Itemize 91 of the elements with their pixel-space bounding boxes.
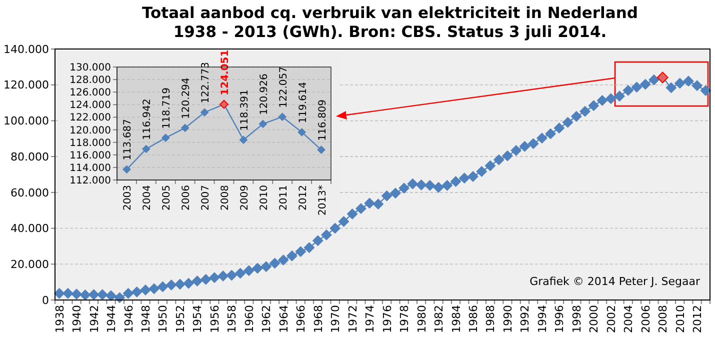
x-tick-label: 2002 [604, 305, 618, 333]
data-label: 116.942 [142, 98, 154, 140]
point [220, 100, 228, 109]
x-tick-label: 1964 [277, 305, 290, 333]
x-tick-label: 1982 [432, 305, 446, 333]
x-tick-label: 1992 [518, 305, 532, 333]
y-tick-label: 120.000 [70, 125, 111, 136]
point [122, 165, 131, 174]
x-tick-label: 2005 [162, 185, 173, 210]
data-label: 122.773 [200, 62, 212, 104]
x-tick-label: 1954 [191, 305, 204, 333]
x-tick-label: 2003 [122, 185, 134, 210]
x-tick-label: 2009 [239, 185, 250, 210]
y-tick-label: 80.000 [10, 150, 49, 164]
y-tick-label: 60.000 [10, 186, 49, 200]
x-tick-label: 2008 [656, 305, 670, 333]
point [142, 144, 150, 154]
y-tick-label: 128.000 [70, 75, 111, 86]
x-tick-label: 1950 [156, 305, 170, 333]
y-tick-label: 130.000 [70, 62, 111, 74]
data-label: 119.614 [298, 82, 309, 124]
point [278, 112, 287, 122]
x-tick-label: 1976 [380, 305, 394, 333]
x-tick-label: 2006 [181, 185, 192, 210]
x-tick-label: 1986 [466, 305, 480, 333]
x-tick-label: 1988 [484, 305, 498, 333]
data-label: 122.057 [278, 66, 290, 108]
data-label: 113.687 [122, 119, 134, 160]
data-label: 120.926 [258, 74, 270, 115]
annotation: Grafiek © 2014 Peter J. Segaar [530, 275, 700, 288]
x-tick-label: 1980 [415, 305, 428, 333]
x-tick-label: 1938 [53, 305, 66, 333]
x-tick-label: 1958 [226, 305, 239, 333]
x-tick-label: 1944 [105, 305, 118, 333]
x-tick-label: 1962 [260, 305, 274, 333]
x-tick-label: 1974 [364, 305, 377, 333]
x-tick-label: 1966 [294, 305, 308, 333]
x-tick-label: 2000 [588, 305, 601, 333]
x-tick-label: 2011 [278, 185, 290, 210]
x-tick-label: 1946 [122, 305, 136, 333]
y-tick-label: 116.000 [70, 150, 111, 162]
x-tick-label: 1990 [501, 305, 514, 333]
data-label: 124.051 [220, 50, 231, 96]
y-tick-label: 124.000 [70, 100, 111, 112]
point [161, 134, 170, 142]
x-tick-label: 1960 [242, 305, 256, 333]
point [180, 124, 190, 132]
data-label: 118.719 [162, 87, 173, 129]
x-tick-label: 1956 [208, 305, 222, 333]
x-tick-label: 2007 [200, 185, 212, 210]
point [258, 120, 268, 128]
x-tick-label: 1952 [174, 305, 187, 333]
x-tick-label: 2004 [142, 185, 154, 210]
y-tick-label: 140.000 [4, 42, 49, 56]
data-label: 116.809 [317, 99, 328, 141]
y-tick-label: 40.000 [10, 222, 49, 236]
point [200, 108, 209, 117]
y-tick-label: 100.000 [4, 114, 49, 128]
x-tick-label: 1942 [88, 305, 101, 333]
chart-title: Totaal aanbod cq. verbruik van elektriciteit in Nederland 1938 - 2013 (GWh). Bron: CBS. Status 3 juli 2014. [142, 4, 638, 41]
y-tick-label: 120.000 [4, 78, 49, 92]
y-tick-label: 0 [42, 294, 49, 307]
point [298, 128, 306, 136]
x-tick-label: 1996 [553, 305, 566, 333]
y-tick-label: 114.000 [70, 162, 111, 174]
y-tick-label: 20.000 [10, 258, 49, 271]
x-tick-label: 1978 [398, 305, 412, 333]
point [239, 136, 248, 144]
x-tick-label: 2008 [220, 185, 231, 210]
x-tick-label: 2010 [258, 185, 270, 210]
x-tick-label: 2010 [674, 305, 687, 333]
x-tick-label: 1948 [139, 305, 152, 333]
x-tick-label: 2004 [622, 305, 636, 333]
x-tick-label: 2012 [298, 185, 309, 210]
x-tick-label: 1940 [70, 305, 84, 333]
data-label: 118.391 [239, 90, 250, 131]
x-tick-label: 1994 [536, 305, 549, 333]
x-tick-label: 2013* [317, 185, 328, 216]
data-label: 120.294 [181, 78, 192, 119]
x-tick-label: 2012 [691, 305, 704, 333]
x-tick-label: 2006 [639, 305, 652, 333]
x-tick-label: 1998 [570, 305, 584, 333]
y-tick-label: 126.000 [70, 88, 111, 99]
x-tick-label: 1984 [450, 305, 463, 333]
x-tick-label: 1972 [346, 305, 360, 333]
y-tick-label: 118.000 [70, 138, 111, 149]
x-tick-label: 1968 [312, 305, 325, 333]
y-tick-label: 112.000 [70, 176, 111, 186]
x-tick-label: 1970 [329, 305, 342, 333]
point [317, 146, 326, 154]
y-tick-label: 122.000 [70, 112, 111, 124]
